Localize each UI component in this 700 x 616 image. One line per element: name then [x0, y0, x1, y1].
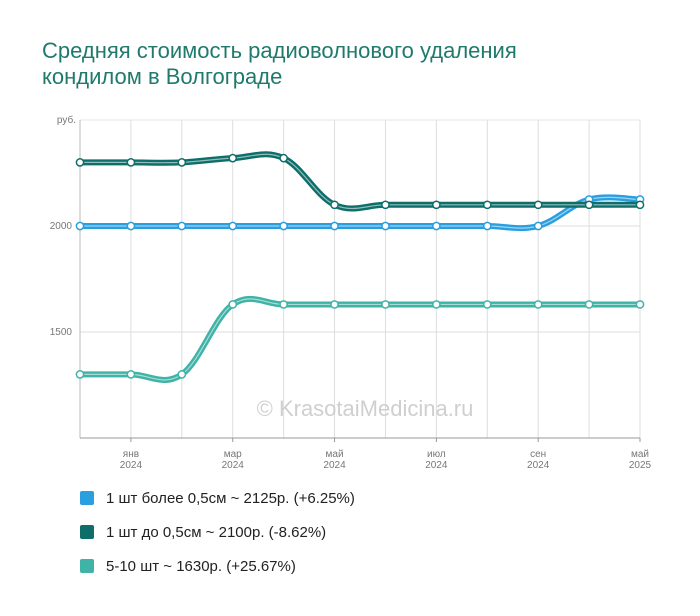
data-point [533, 300, 543, 309]
data-point [177, 158, 187, 167]
data-point [584, 300, 594, 309]
data-point [126, 158, 136, 167]
chart-title-line-2: кондилом в Волгограде [42, 64, 283, 89]
y-axis-unit-label: руб. [57, 114, 76, 126]
x-tick-label-month: июл [427, 449, 446, 460]
data-point [279, 221, 288, 231]
series-line [77, 295, 643, 383]
series-group [75, 151, 645, 212]
series-group [75, 194, 645, 232]
legend-label: 1 шт более 0,5см ~ 2125р. (+6.25%) [106, 489, 355, 507]
chart-title-line-1: Средняя стоимость радиоволнового удалени… [42, 38, 517, 63]
data-point [330, 300, 339, 309]
legend-swatch [80, 491, 94, 505]
data-point [228, 300, 238, 309]
data-point [330, 200, 339, 210]
data-point [381, 300, 390, 309]
data-point [635, 200, 645, 210]
data-point [432, 300, 441, 309]
line-chart: руб. © KrasotaiMedicina.ru янв2024мар202… [50, 114, 652, 471]
x-tick-label-month: май [326, 449, 344, 460]
chart-series [75, 151, 645, 383]
x-tick-label-month: сен [530, 449, 546, 460]
data-point [381, 221, 390, 231]
chart-title: Средняя стоимость радиоволнового удалени… [42, 38, 662, 90]
data-point [533, 221, 543, 231]
data-point [228, 221, 238, 231]
legend-item[interactable]: 5-10 шт ~ 1630р. (+25.67%) [80, 556, 355, 576]
legend-label: 1 шт до 0,5см ~ 2100р. (-8.62%) [106, 523, 327, 541]
y-tick-label: 1500 [50, 327, 73, 338]
series-line-highlight [80, 298, 640, 381]
data-point [482, 300, 492, 309]
series-line-highlight [80, 196, 641, 229]
legend-item[interactable]: 1 шт до 0,5см ~ 2100р. (-8.62%) [80, 522, 355, 542]
series-group [75, 295, 645, 383]
data-point [75, 221, 85, 231]
data-point [279, 153, 288, 163]
x-tick-label-year: 2024 [527, 460, 550, 471]
data-point [177, 221, 187, 231]
data-point [228, 153, 238, 163]
x-tick-label-month: мар [224, 449, 242, 460]
data-point [584, 200, 594, 210]
data-point [75, 158, 85, 167]
data-point [75, 370, 85, 379]
data-point [279, 300, 288, 309]
x-tick-label-year: 2024 [120, 460, 143, 471]
x-axis-labels: янв2024мар2024май2024июл2024сен2024май20… [120, 438, 652, 471]
legend-swatch [80, 525, 94, 539]
data-point [330, 221, 339, 231]
legend-swatch [80, 559, 94, 573]
data-point [482, 221, 492, 231]
x-tick-label-month: май [631, 449, 649, 460]
data-point [177, 370, 187, 379]
x-tick-label-year: 2024 [323, 460, 346, 471]
chart-legend: 1 шт более 0,5см ~ 2125р. (+6.25%) 1 шт д… [80, 488, 355, 590]
x-tick-label-year: 2025 [629, 460, 652, 471]
chart-grid [79, 119, 641, 439]
data-point [126, 370, 136, 379]
data-point [432, 221, 441, 231]
y-tick-label: 2000 [50, 221, 73, 232]
data-point [533, 200, 543, 210]
x-tick-label-year: 2024 [425, 460, 448, 471]
legend-item[interactable]: 1 шт более 0,5см ~ 2125р. (+6.25%) [80, 488, 355, 508]
data-point [482, 200, 492, 210]
watermark-text: © KrasotaiMedicina.ru [257, 396, 474, 421]
x-tick-label-year: 2024 [222, 460, 245, 471]
data-point [381, 200, 390, 210]
y-axis-labels: 2000 1500 [50, 221, 73, 338]
legend-label: 5-10 шт ~ 1630р. (+25.67%) [106, 557, 296, 575]
series-line-highlight [79, 153, 640, 210]
data-point [635, 300, 645, 309]
x-tick-label-month: янв [123, 449, 139, 460]
data-point [432, 200, 441, 210]
data-point [126, 221, 136, 231]
